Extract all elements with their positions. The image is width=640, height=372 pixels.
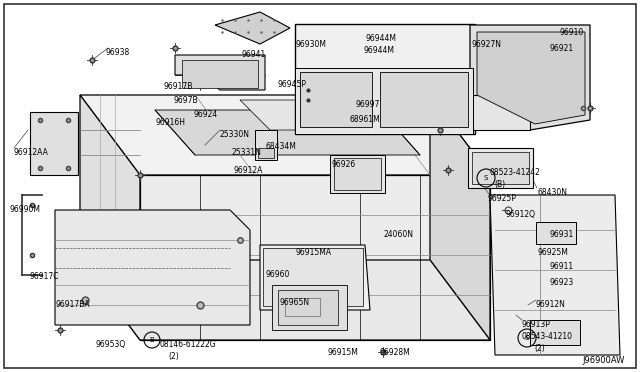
Polygon shape	[263, 248, 363, 306]
Text: 96926: 96926	[332, 160, 356, 169]
Polygon shape	[334, 158, 381, 190]
Text: 08146-61222G: 08146-61222G	[160, 340, 216, 349]
Polygon shape	[272, 285, 347, 330]
Polygon shape	[278, 290, 338, 325]
Polygon shape	[55, 210, 250, 325]
Text: 96931: 96931	[549, 230, 573, 239]
Text: 9697B: 9697B	[174, 96, 198, 105]
Text: 25330N: 25330N	[220, 130, 250, 139]
Polygon shape	[380, 72, 468, 127]
Polygon shape	[140, 175, 490, 340]
Polygon shape	[175, 55, 265, 90]
Text: S: S	[525, 335, 529, 341]
Text: B: B	[150, 337, 154, 343]
Text: 96925M: 96925M	[538, 248, 569, 257]
Text: 96912N: 96912N	[536, 300, 566, 309]
Text: 25331N: 25331N	[232, 148, 262, 157]
Text: J96900AW: J96900AW	[582, 356, 625, 365]
Text: 96923: 96923	[549, 278, 573, 287]
Text: 08543-41210: 08543-41210	[521, 332, 572, 341]
Polygon shape	[530, 320, 580, 345]
Text: 96917B: 96917B	[164, 82, 193, 91]
Polygon shape	[468, 148, 533, 188]
Text: 96924: 96924	[193, 110, 217, 119]
Text: 96990M: 96990M	[10, 205, 41, 214]
Text: 96912AA: 96912AA	[14, 148, 49, 157]
Polygon shape	[470, 25, 590, 130]
Text: 96925P: 96925P	[487, 194, 516, 203]
Polygon shape	[477, 32, 585, 124]
Polygon shape	[472, 152, 529, 184]
Polygon shape	[80, 260, 490, 340]
Polygon shape	[260, 245, 370, 310]
Text: 96928M: 96928M	[380, 348, 411, 357]
Polygon shape	[258, 148, 274, 158]
Text: 96997: 96997	[355, 100, 380, 109]
Text: 96960: 96960	[265, 270, 289, 279]
Text: 96965N: 96965N	[280, 298, 310, 307]
Text: 24060N: 24060N	[383, 230, 413, 239]
Text: (2): (2)	[168, 352, 179, 361]
Text: (B): (B)	[494, 180, 505, 189]
Text: 96953Q: 96953Q	[96, 340, 126, 349]
Text: 96944M: 96944M	[363, 46, 394, 55]
Polygon shape	[255, 130, 277, 160]
Text: 96938: 96938	[105, 48, 129, 57]
Polygon shape	[330, 155, 385, 193]
Text: 96927N: 96927N	[471, 40, 501, 49]
Text: 96930M: 96930M	[296, 40, 327, 49]
Text: 96915MA: 96915MA	[295, 248, 331, 257]
Polygon shape	[300, 72, 372, 127]
Text: 96941: 96941	[242, 50, 266, 59]
Polygon shape	[182, 60, 258, 88]
Polygon shape	[80, 95, 140, 340]
Text: 96912Q: 96912Q	[505, 210, 535, 219]
Text: 08523-41242: 08523-41242	[489, 168, 540, 177]
Polygon shape	[430, 95, 490, 340]
Text: 68961M: 68961M	[350, 115, 381, 124]
Polygon shape	[295, 24, 475, 134]
Polygon shape	[30, 112, 78, 175]
Polygon shape	[490, 195, 620, 355]
Polygon shape	[155, 110, 420, 155]
Text: 96944M: 96944M	[365, 34, 396, 43]
Polygon shape	[80, 95, 490, 175]
Text: 96910: 96910	[560, 28, 584, 37]
Text: 96917BA: 96917BA	[56, 300, 91, 309]
Text: 68430N: 68430N	[537, 188, 567, 197]
Polygon shape	[215, 12, 290, 44]
Text: (2): (2)	[534, 344, 545, 353]
Text: 96917C: 96917C	[30, 272, 60, 281]
Text: 68434M: 68434M	[266, 142, 297, 151]
Text: 96916H: 96916H	[155, 118, 185, 127]
Polygon shape	[295, 68, 473, 134]
Text: 96913P: 96913P	[522, 320, 551, 329]
Text: S: S	[484, 175, 488, 181]
Polygon shape	[240, 100, 390, 130]
Polygon shape	[536, 222, 576, 244]
Polygon shape	[468, 95, 530, 130]
Text: 96911: 96911	[549, 262, 573, 271]
Text: 96915M: 96915M	[327, 348, 358, 357]
Text: 96945P: 96945P	[278, 80, 307, 89]
Text: 96912A: 96912A	[234, 166, 264, 175]
Text: 96921: 96921	[549, 44, 573, 53]
